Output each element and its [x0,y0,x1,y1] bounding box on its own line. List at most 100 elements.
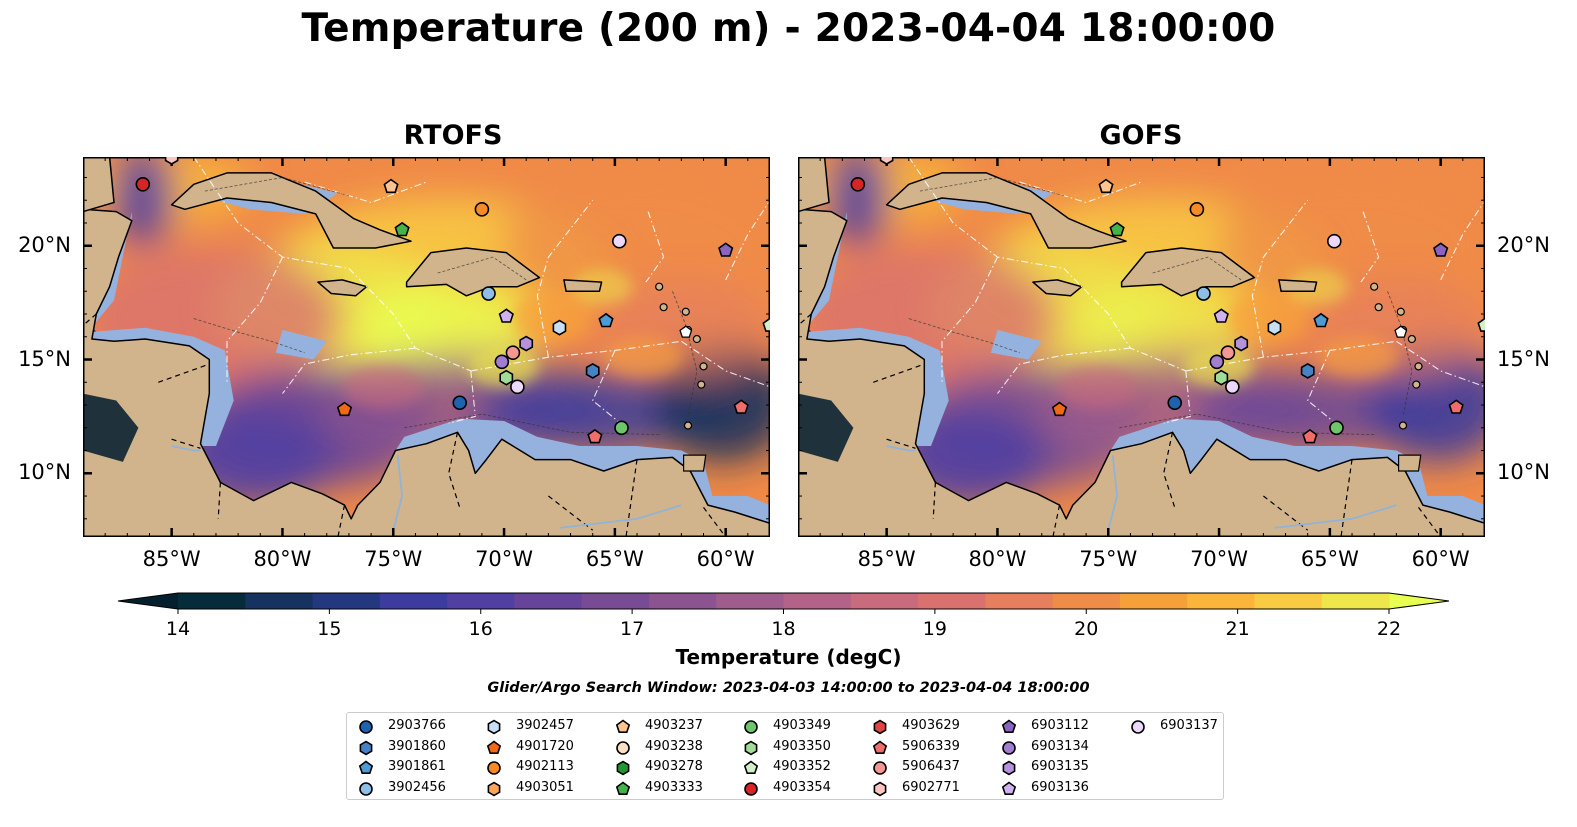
float-marker-6903112 [1433,242,1449,257]
legend-label: 4903237 [645,718,703,733]
legend-label: 5906437 [902,759,960,774]
float-marker-6903135 [1234,335,1249,352]
legend-label: 4903354 [773,779,831,795]
float-marker-3902456 [1196,286,1211,301]
legend-label: 6903134 [1031,738,1089,754]
lon-tick-label: 65°W [1300,547,1359,571]
legend-label: 6902771 [902,779,960,795]
float-marker-2903766 [1167,395,1183,411]
float-marker-6903136 [498,308,514,323]
legend-label: 4903350 [773,738,831,754]
rivers [886,445,1397,531]
lat-tick-label: 15°N [1497,346,1550,371]
float-marker-6903137 [510,379,525,395]
float-marker-4903349 [1329,420,1344,436]
colorbar-segment [581,593,650,609]
legend-marker-hexagon [487,719,501,735]
colorbar-segment [178,593,246,609]
legend-label: 5906339 [902,738,960,754]
legend-label: 4903051 [516,779,574,795]
colorbar-segment [514,593,583,609]
colorbar-segment [447,593,515,609]
float-marker-6903134 [1209,354,1225,370]
isobath-contours [908,177,1413,436]
legend-marker-circle [1131,720,1145,734]
float-marker-6903137 [1327,233,1342,249]
float-marker-5906437 [1220,345,1236,360]
gofs-map [798,157,1485,537]
colorbar-segment [1321,593,1390,609]
float-marker-6903136 [1213,308,1229,323]
legend-label: 6903136 [1031,779,1089,795]
float-marker-4903333 [1109,221,1125,237]
legend-marker-pentagon [872,740,888,754]
colorbar-segment [1187,593,1255,609]
legend-marker-pentagon [1001,781,1017,795]
float-marker-4901720 [336,401,353,417]
legend-marker-circle [744,781,758,796]
float-marker-3902457 [552,319,567,336]
legend-label: 4901720 [516,738,574,754]
figure-title: Temperature (200 m) - 2023-04-04 18:00:0… [301,6,1276,51]
lon-tick-label: 65°W [585,547,644,571]
float-marker-5906339 [733,399,749,414]
float-marker-4903352 [1477,317,1485,332]
float-marker-5906437 [505,345,521,360]
legend-marker-pentagon [743,760,759,774]
rtofs-panel-title: RTOFS [403,120,503,151]
lat-tick-label: 10°N [18,460,71,485]
float-marker-6903137 [1225,379,1240,395]
float-marker-4901720 [1051,401,1068,417]
lon-tick-label: 85°W [142,547,201,571]
colorbar-tick-label: 16 [468,618,493,640]
legend-marker-pentagon [486,740,502,754]
float-marker-6903135 [519,335,534,352]
legend-marker-circle [359,781,373,796]
float-marker-3902457 [1267,319,1282,336]
colorbar-segment [850,593,919,609]
legend-marker-pentagon [1001,719,1017,733]
lat-tick-label: 10°N [1497,460,1550,485]
legend-label: 4903278 [645,759,703,774]
land-masses [798,172,1485,537]
temperature-colorbar [117,592,1450,614]
country-borders [83,313,727,537]
legend-marker-circle [616,740,630,755]
gofs-panel-title: GOFS [1099,120,1183,151]
lon-tick-label: 60°W [1411,547,1470,571]
float-marker-3901861 [598,312,614,328]
float-marker-6903134 [494,354,510,370]
legend-marker-hexagon [744,740,758,755]
colorbar-segment [985,593,1054,609]
legend-marker-circle [1002,740,1016,755]
lon-tick-label: 75°W [364,547,423,571]
float-marker-6902771 [879,157,894,165]
colorbar-segment [716,593,784,609]
float-marker-3901860 [1300,362,1315,379]
rtofs-map [83,157,770,537]
colorbar-segment [245,593,314,609]
float-markers [850,157,1485,444]
legend-marker-circle [873,761,887,775]
float-marker-3901861 [1313,312,1329,328]
colorbar-segment [783,593,852,609]
legend-label: 3902456 [388,779,446,795]
float-marker-5906339 [587,428,603,444]
float-marker-4903352 [762,317,770,332]
legend-marker-hexagon [616,760,630,776]
eez-boundaries [908,157,1485,429]
lat-tick-label: 20°N [18,232,71,257]
float-marker-3901860 [585,362,600,379]
colorbar-segment [312,593,381,609]
float-marker-4902113 [1189,202,1205,217]
legend-label: 3901861 [388,759,446,774]
float-marker-3902456 [481,286,496,301]
legend-label: 4903352 [773,759,831,774]
legend-label: 4903333 [645,779,703,795]
legend-marker-pentagon [358,760,374,774]
float-marker-4903333 [394,221,410,237]
colorbar-tick-label: 22 [1376,618,1402,640]
colorbar-tick-label: 20 [1074,618,1099,640]
legend-label: 4903238 [645,738,703,754]
float-marker-2903766 [452,395,468,411]
